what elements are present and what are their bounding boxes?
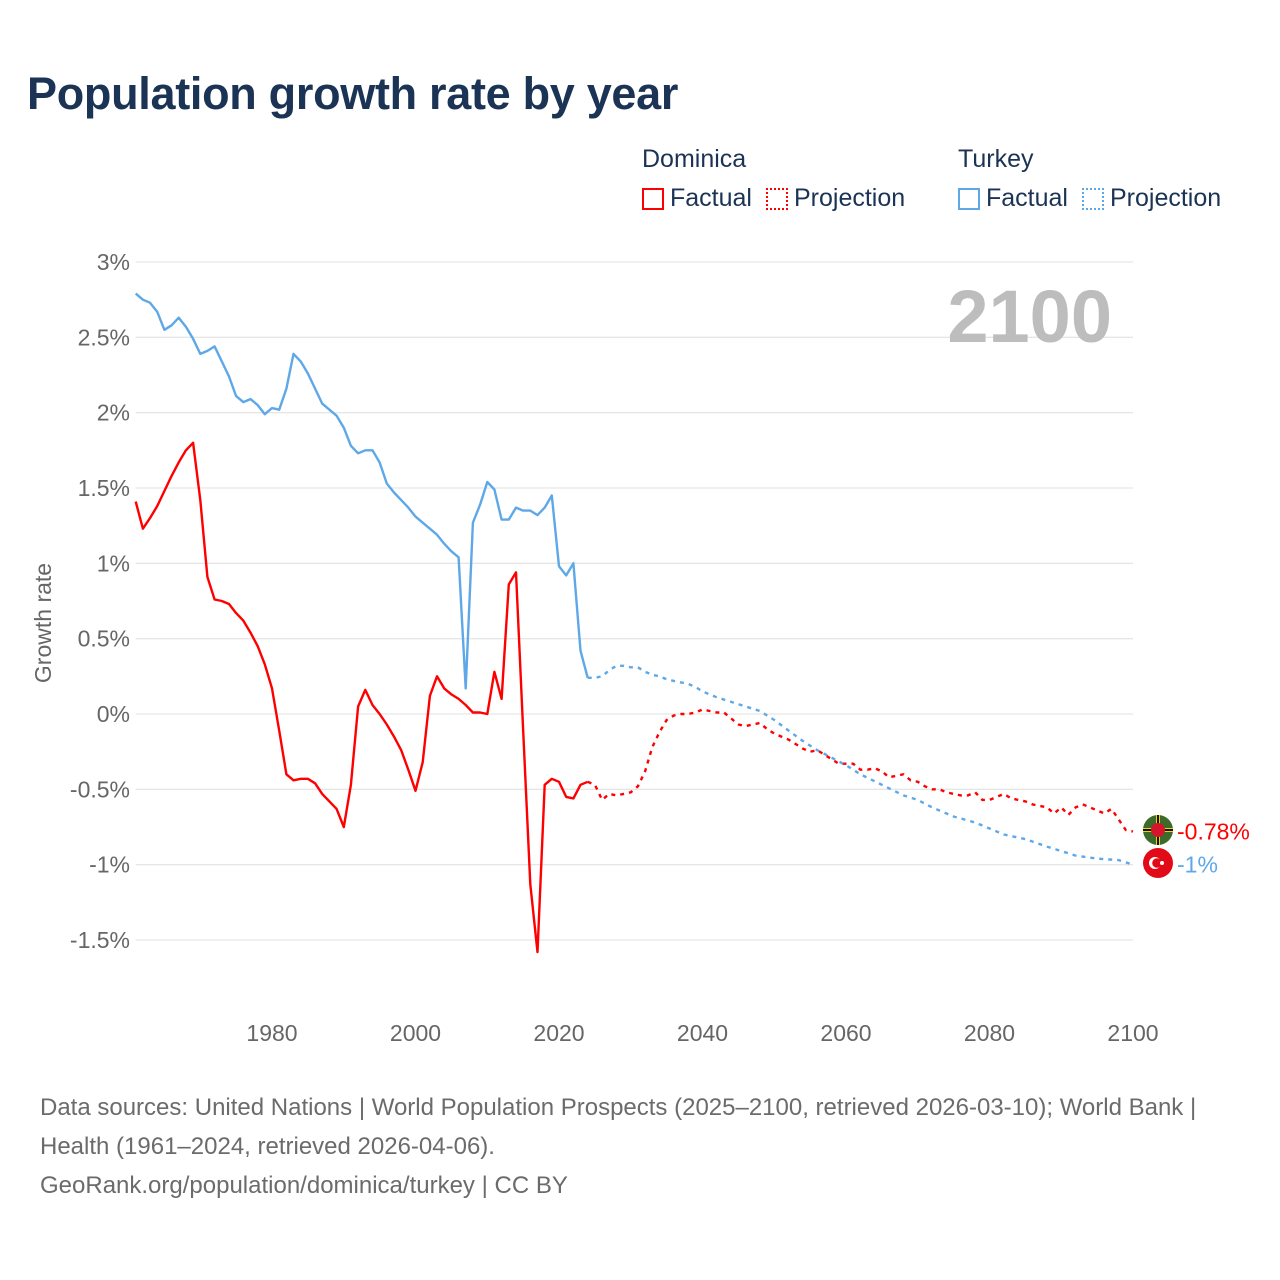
x-tick-label: 2020 [533, 1020, 584, 1046]
x-tick-label: 2080 [964, 1020, 1015, 1046]
legend-swatch-solid [958, 187, 980, 210]
data-sources: Data sources: United Nations | World Pop… [40, 1094, 1197, 1160]
year-watermark: 2100 [947, 275, 1112, 358]
x-tick-label: 2060 [820, 1020, 871, 1046]
x-tick-label: 2000 [390, 1020, 441, 1046]
y-tick-label: 1.5% [78, 475, 130, 501]
turkey-end-value-label: -1% [1177, 852, 1218, 878]
credit-link[interactable]: GeoRank.org/population/dominica/turkey |… [40, 1172, 568, 1199]
y-tick-label: -0.5% [70, 776, 130, 802]
y-axis-label: Growth rate [30, 563, 56, 683]
legend-swatch-solid [642, 187, 664, 210]
legend-swatch-dotted [765, 187, 788, 210]
dominica-end-value-label: -0.78% [1177, 819, 1250, 845]
y-tick-label: 2.5% [78, 324, 130, 350]
legend-item-dominica-factual[interactable]: Factual [642, 184, 752, 213]
dominica-factual-line [134, 441, 589, 954]
chart-title: Population growth rate by year [27, 68, 679, 119]
x-tick-label: 2040 [677, 1020, 728, 1046]
dominica-projection-line [587, 708, 1134, 833]
legend-label: Factual [986, 184, 1068, 212]
y-tick-label: 2% [97, 400, 130, 426]
legend-label: Factual [670, 184, 752, 212]
legend-swatch-dotted [1081, 187, 1104, 210]
y-tick-label: 0.5% [78, 626, 130, 652]
legend-group-name: Dominica [642, 145, 747, 173]
legend-label: Projection [793, 184, 906, 212]
y-tick-label: 0% [97, 701, 130, 727]
legend-label: Projection [1109, 184, 1222, 212]
legend-item-turkey-projection[interactable]: Projection [1081, 184, 1222, 213]
legend-item-dominica-projection[interactable]: Projection [765, 184, 906, 213]
y-tick-label: -1.5% [70, 927, 130, 953]
dominica-flag-icon [1143, 815, 1173, 845]
turkey-flag-icon [1143, 848, 1173, 878]
legend-group-turkey: Turkey Factual Projection [958, 145, 1221, 213]
y-tick-label: 1% [97, 550, 130, 576]
y-tick-label: -1% [89, 852, 130, 878]
legend-item-turkey-factual[interactable]: Factual [958, 184, 1068, 213]
legend-group-dominica: Dominica Factual Projection [642, 145, 905, 213]
turkey-factual-line [134, 292, 589, 690]
x-tick-label: 2100 [1107, 1020, 1158, 1046]
legend-group-name: Turkey [958, 145, 1034, 173]
x-tick-label: 1980 [246, 1020, 297, 1046]
footer: Data sources: United Nations | World Pop… [40, 1088, 1240, 1205]
y-tick-label: 3% [97, 249, 130, 275]
turkey-projection-line [587, 664, 1134, 866]
